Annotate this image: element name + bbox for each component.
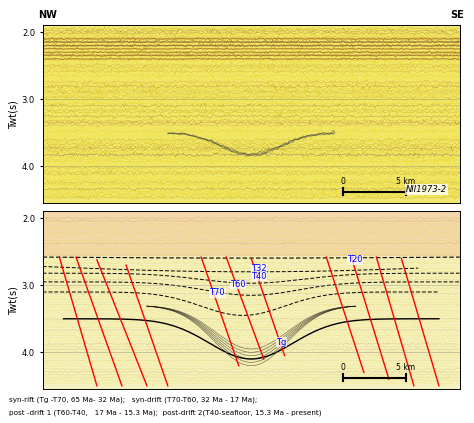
Y-axis label: Twt(s): Twt(s) bbox=[9, 286, 19, 315]
Text: T70: T70 bbox=[210, 288, 225, 297]
Text: syn-rift (Tg -T70, 65 Ma- 32 Ma);   syn-drift (T70-T60, 32 Ma - 17 Ma);: syn-rift (Tg -T70, 65 Ma- 32 Ma); syn-dr… bbox=[9, 396, 258, 403]
Text: T32: T32 bbox=[251, 264, 267, 273]
Text: SE: SE bbox=[450, 10, 464, 20]
Text: post -drift 1 (T60-T40,   17 Ma - 15.3 Ma);  post-drift 2(T40-seafloor, 15.3 Ma : post -drift 1 (T60-T40, 17 Ma - 15.3 Ma)… bbox=[9, 409, 322, 416]
Text: NW: NW bbox=[38, 10, 57, 20]
Text: T60: T60 bbox=[230, 280, 246, 289]
Text: 5 km: 5 km bbox=[396, 177, 415, 186]
Text: T40: T40 bbox=[251, 272, 267, 281]
Text: 0: 0 bbox=[340, 177, 346, 186]
Text: NII1973-2: NII1973-2 bbox=[406, 185, 447, 194]
Text: T20: T20 bbox=[347, 255, 363, 264]
Y-axis label: Twt(s): Twt(s) bbox=[9, 100, 19, 129]
Text: 5 km: 5 km bbox=[396, 363, 415, 372]
Text: Tg: Tg bbox=[276, 338, 287, 347]
Text: 0: 0 bbox=[340, 363, 346, 372]
